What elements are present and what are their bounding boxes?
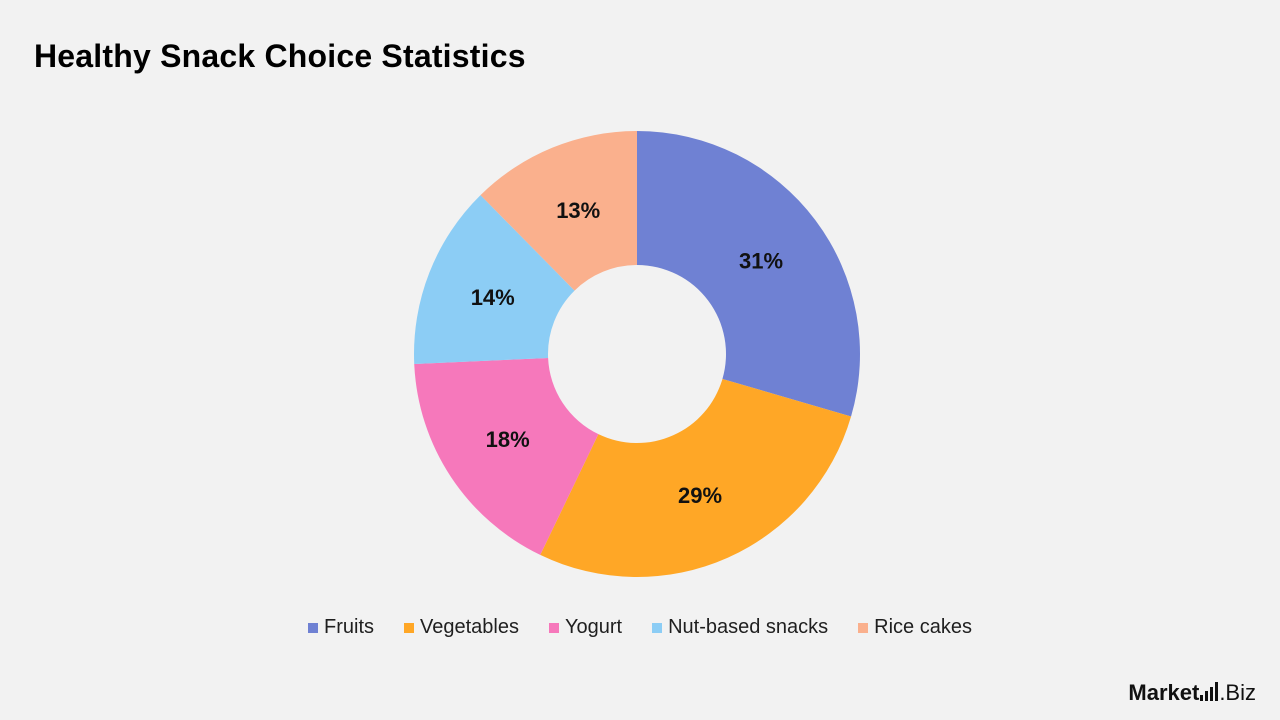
- chart-legend: Fruits Vegetables Yogurt Nut-based snack…: [0, 616, 1280, 639]
- slice-label-fruits: 31%: [739, 249, 783, 274]
- legend-swatch: [549, 622, 559, 633]
- labels-group: 31% 29% 18% 14% 13%: [471, 198, 783, 508]
- slice-label-vegetables: 29%: [678, 483, 722, 508]
- slices-group: [414, 131, 860, 578]
- legend-swatch: [404, 622, 415, 633]
- legend-label: Yogurt: [565, 616, 623, 638]
- slice-fruits: [637, 131, 860, 417]
- slice-label-yogurt: 18%: [486, 427, 530, 452]
- legend-item-rice-cakes: Rice cakes: [858, 616, 972, 639]
- legend-item-yogurt: Yogurt: [549, 616, 622, 639]
- marketbiz-logo: Market .Biz: [1128, 680, 1256, 706]
- slice-rice-cakes: [480, 131, 637, 291]
- slice-yogurt: [414, 357, 599, 555]
- legend-item-vegetables: Vegetables: [404, 616, 519, 639]
- logo-suffix-text: .Biz: [1219, 680, 1256, 705]
- slice-nut-based-snacks: [414, 195, 575, 365]
- logo-bars-icon: [1200, 681, 1219, 701]
- legend-swatch: [308, 622, 319, 633]
- legend-item-fruits: Fruits: [308, 616, 374, 639]
- slice-label-nut-based-snacks: 14%: [471, 285, 515, 310]
- slice-vegetables: [540, 378, 852, 578]
- logo-main-text: Market: [1128, 680, 1200, 705]
- legend-item-nut-based-snacks: Nut-based snacks: [652, 616, 828, 639]
- legend-label: Nut-based snacks: [668, 616, 829, 638]
- legend-label: Fruits: [324, 616, 375, 638]
- legend-swatch: [652, 622, 663, 633]
- legend-label: Vegetables: [420, 616, 519, 638]
- legend-label: Rice cakes: [874, 616, 972, 638]
- legend-swatch: [858, 622, 869, 633]
- slice-label-rice-cakes: 13%: [556, 198, 600, 223]
- chart-title: Healthy Snack Choice Statistics: [34, 38, 526, 74]
